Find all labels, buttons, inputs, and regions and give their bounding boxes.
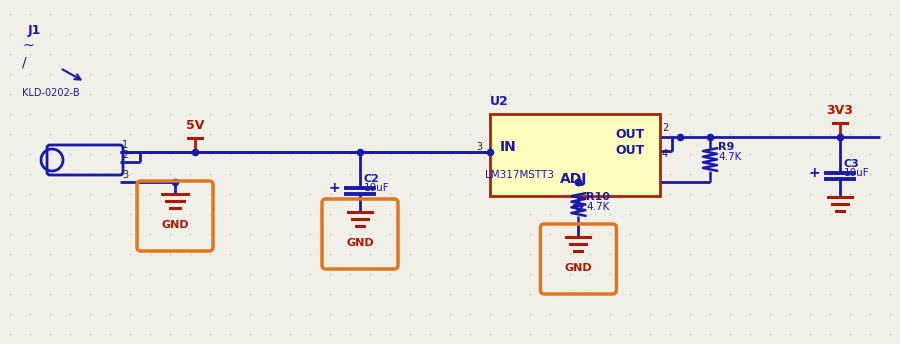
Text: 10uF: 10uF <box>364 183 390 193</box>
Text: GND: GND <box>564 263 592 273</box>
Text: U2: U2 <box>490 95 508 108</box>
Text: 3: 3 <box>476 142 482 152</box>
Text: 3V3: 3V3 <box>826 104 853 117</box>
Text: IN: IN <box>500 140 517 154</box>
Text: OUT: OUT <box>615 129 644 141</box>
Text: 2: 2 <box>662 123 668 133</box>
Text: LM317MSTT3: LM317MSTT3 <box>485 170 554 180</box>
Text: 5V: 5V <box>185 119 204 132</box>
Text: ~
/: ~ / <box>22 39 33 69</box>
Text: R9: R9 <box>718 141 734 151</box>
Text: +: + <box>808 166 820 180</box>
Text: OUT: OUT <box>615 144 644 158</box>
Bar <box>490 114 660 196</box>
Text: GND: GND <box>346 238 374 248</box>
Text: GND: GND <box>161 220 189 230</box>
Text: 1: 1 <box>122 140 128 150</box>
Text: KLD-0202-B: KLD-0202-B <box>22 88 79 98</box>
Text: R10: R10 <box>587 192 610 202</box>
Polygon shape <box>573 205 583 211</box>
Text: C3: C3 <box>844 159 860 169</box>
Text: +: + <box>328 181 340 195</box>
Text: ADJ: ADJ <box>560 172 588 186</box>
Text: 4.7K: 4.7K <box>587 202 610 212</box>
Text: 10uF: 10uF <box>844 168 869 178</box>
Text: J1: J1 <box>28 24 41 37</box>
Text: C2: C2 <box>364 174 380 184</box>
Text: 4.7K: 4.7K <box>718 151 742 161</box>
Text: 4: 4 <box>662 149 668 159</box>
Text: 3: 3 <box>122 170 128 180</box>
Text: 2: 2 <box>122 150 128 160</box>
